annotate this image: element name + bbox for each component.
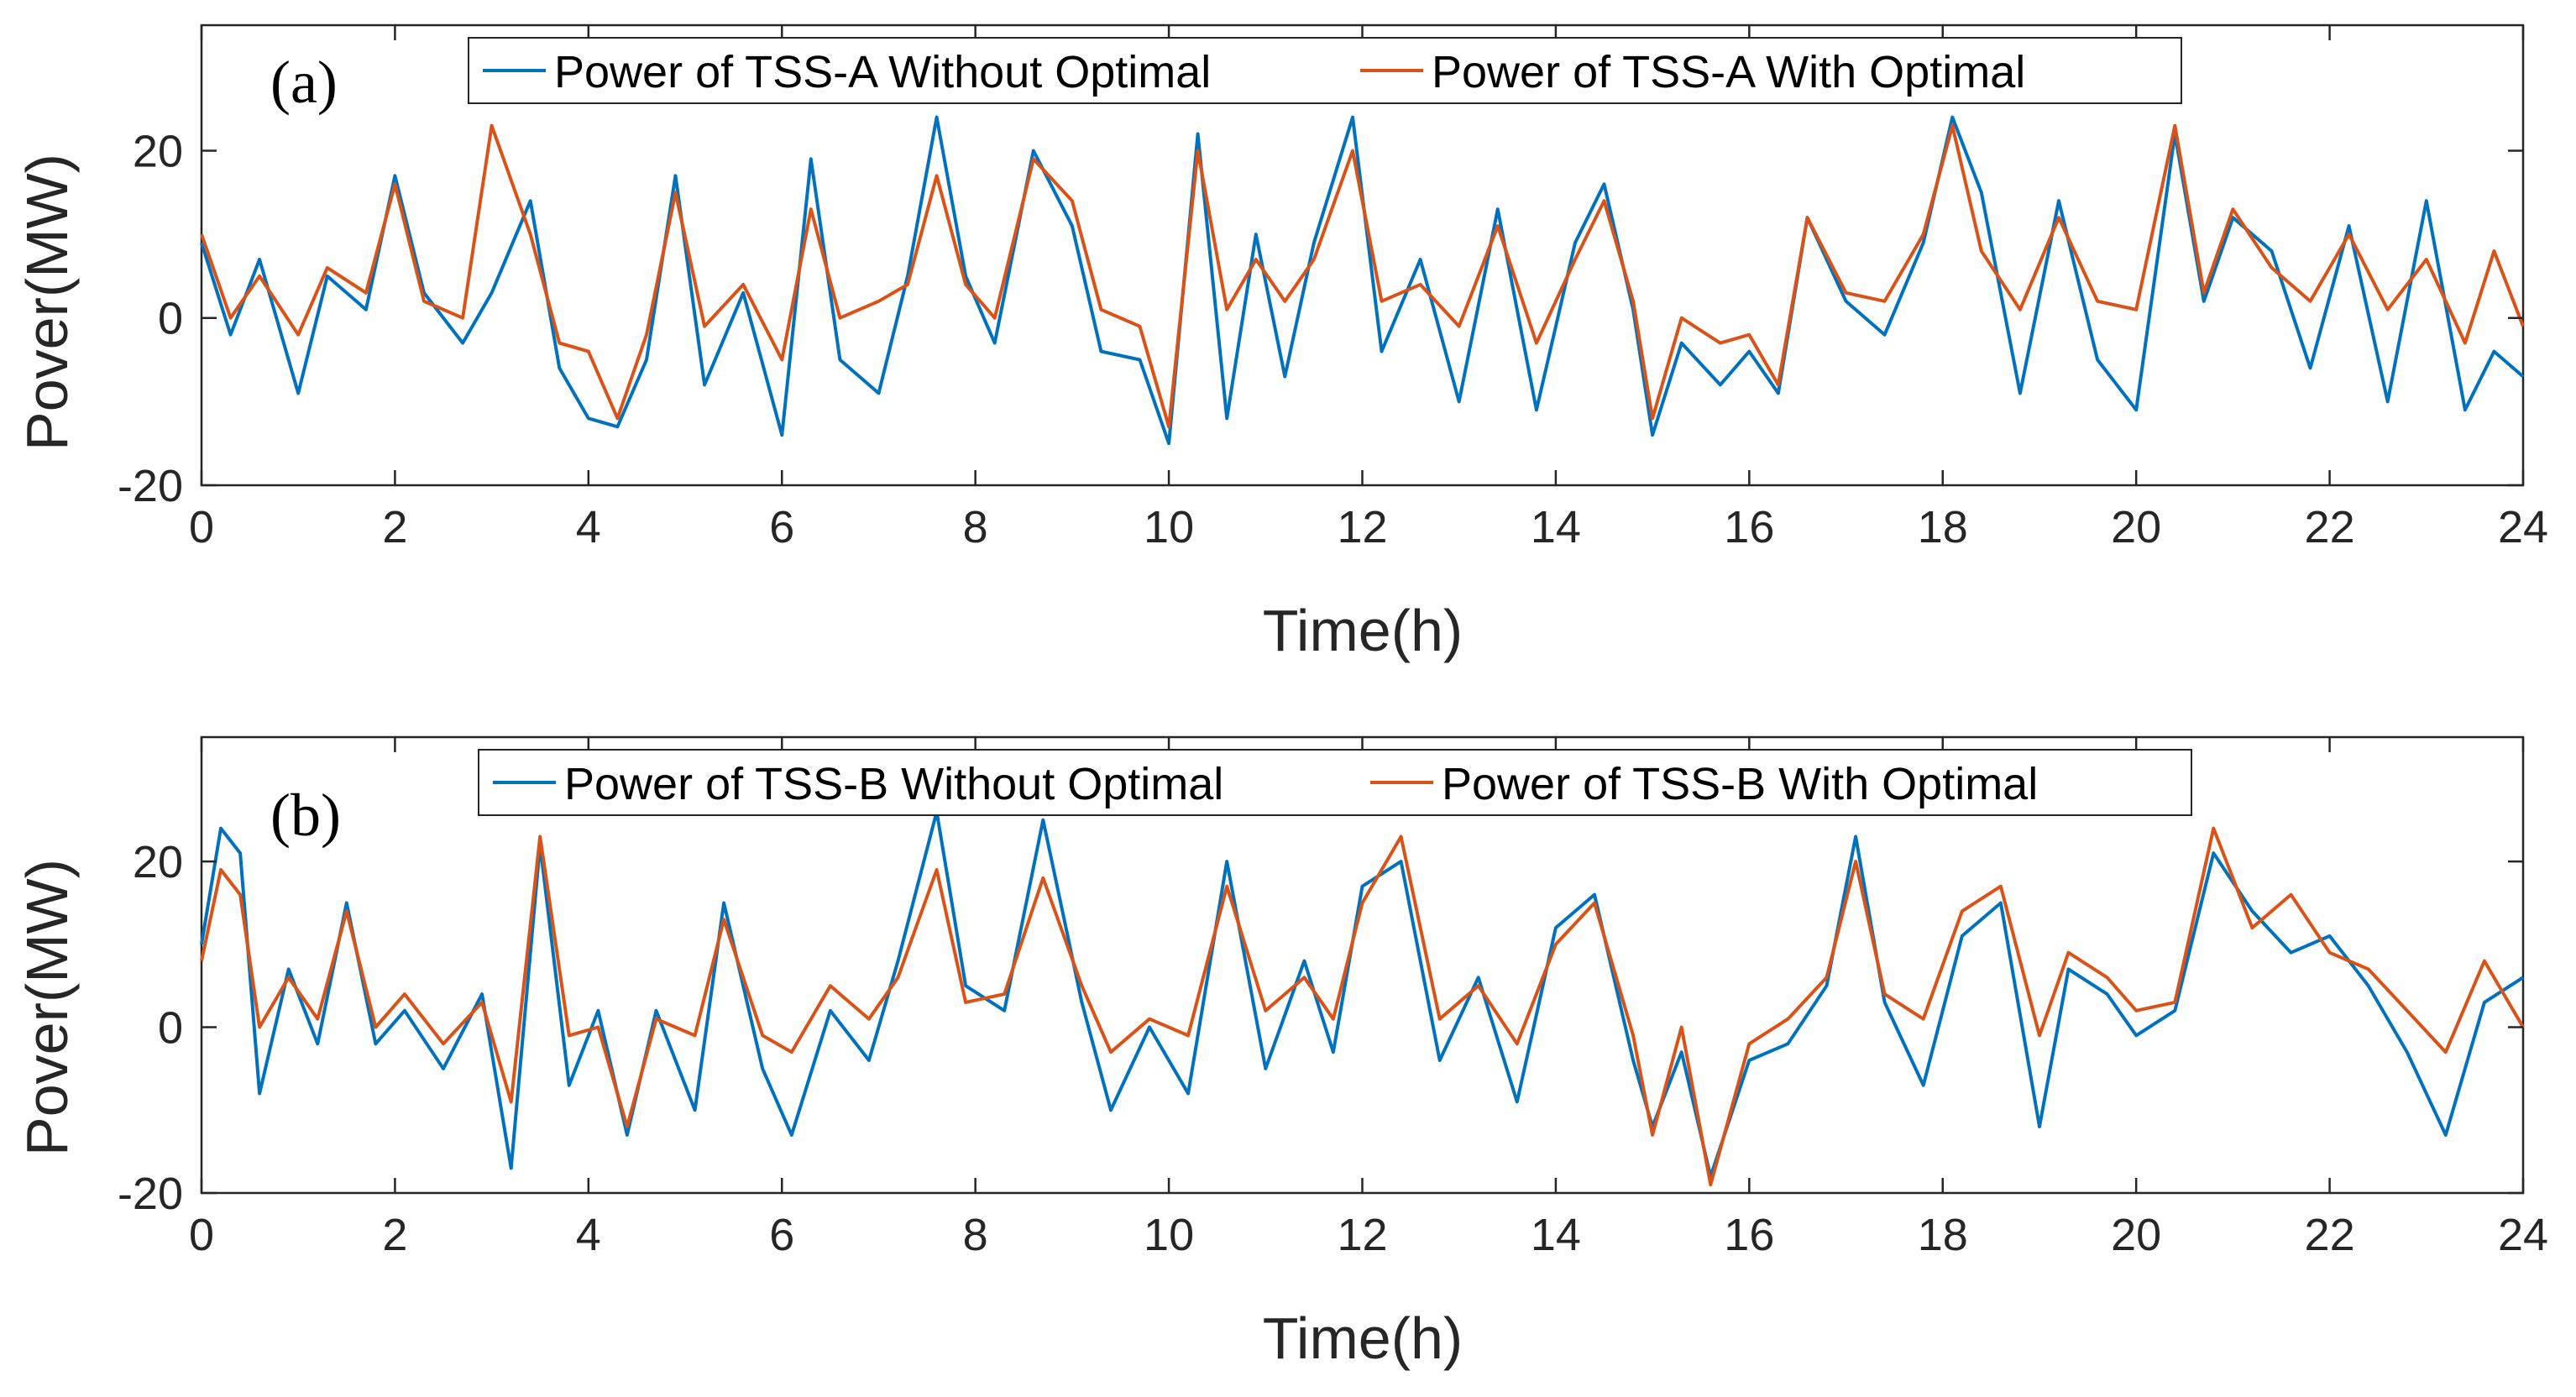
y-tick-label: -20 bbox=[118, 461, 183, 511]
legend-entry-without: Power of TSS-B Without Optimal bbox=[564, 759, 1223, 809]
x-tick-label: 0 bbox=[189, 502, 214, 552]
y-tick-label: -20 bbox=[118, 1169, 183, 1219]
x-tick-label: 8 bbox=[963, 1210, 988, 1260]
x-tick-label: 2 bbox=[382, 502, 407, 552]
legend-box bbox=[478, 749, 2192, 816]
x-tick-label: 6 bbox=[769, 1210, 794, 1260]
y-tick-label: 0 bbox=[158, 1003, 183, 1054]
x-tick-label: 24 bbox=[2498, 502, 2548, 552]
x-tick-label: 8 bbox=[963, 502, 988, 552]
x-tick-label: 4 bbox=[576, 1210, 601, 1260]
x-tick-label: 2 bbox=[382, 1210, 407, 1260]
x-tick-label: 4 bbox=[576, 502, 601, 552]
x-tick-label: 6 bbox=[769, 502, 794, 552]
x-tick-label: 24 bbox=[2498, 1210, 2548, 1260]
y-tick-label: 0 bbox=[158, 294, 183, 344]
y-tick-label: 20 bbox=[133, 837, 183, 887]
legend-entry-without: Power of TSS-A Without Optimal bbox=[554, 47, 1211, 97]
x-tick-label: 12 bbox=[1337, 502, 1387, 552]
legend: Power of TSS-A Without Optimal Power of … bbox=[468, 37, 2182, 104]
x-tick-label: 0 bbox=[189, 1210, 214, 1260]
series-line-without-optimal bbox=[200, 115, 2525, 446]
x-axis-label: Time(h) bbox=[1263, 1305, 1463, 1371]
legend-entry-with: Power of TSS-A With Optimal bbox=[1432, 47, 2025, 97]
x-tick-label: 16 bbox=[1724, 1210, 1774, 1260]
x-axis-label: Time(h) bbox=[1263, 598, 1463, 663]
x-tick-label: 16 bbox=[1724, 502, 1774, 552]
x-tick-label: 10 bbox=[1144, 1210, 1194, 1260]
series-line-with-optimal bbox=[200, 123, 2525, 429]
x-tick-label: 10 bbox=[1144, 502, 1194, 552]
x-tick-label: 18 bbox=[1918, 1210, 1968, 1260]
y-tick-label: 20 bbox=[133, 126, 183, 176]
x-tick-label: 14 bbox=[1531, 1210, 1581, 1260]
x-tick-label: 20 bbox=[2111, 1210, 2161, 1260]
x-tick-label: 12 bbox=[1337, 1210, 1387, 1260]
x-tick-label: 18 bbox=[1918, 502, 1968, 552]
legend: Power of TSS-B Without Optimal Power of … bbox=[478, 749, 2192, 816]
panel-label: (b) bbox=[270, 782, 341, 849]
x-tick-label: 22 bbox=[2305, 502, 2355, 552]
legend-box bbox=[468, 37, 2182, 104]
series-line-with-optimal bbox=[200, 826, 2525, 1187]
y-axis-label: Pover(MW) bbox=[14, 154, 80, 451]
series-line-without-optimal bbox=[200, 809, 2525, 1179]
x-tick-label: 20 bbox=[2111, 502, 2161, 552]
panel-label: (a) bbox=[270, 49, 338, 116]
x-tick-label: 22 bbox=[2305, 1210, 2355, 1260]
y-axis-label: Pover(MW) bbox=[14, 859, 80, 1156]
legend-entry-with: Power of TSS-B With Optimal bbox=[1442, 759, 2038, 809]
x-tick-label: 14 bbox=[1531, 502, 1581, 552]
